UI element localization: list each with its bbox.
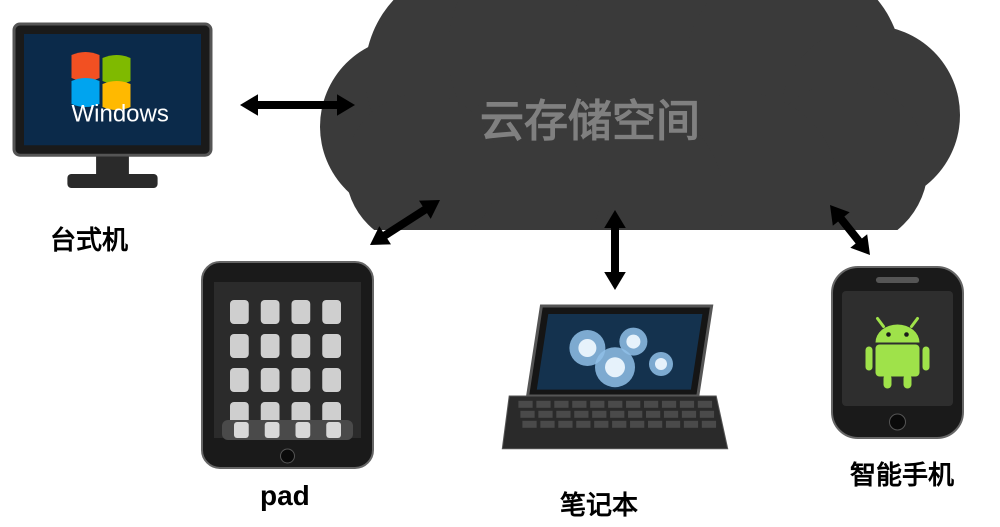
arrow-phone-cloud xyxy=(840,218,860,243)
arrow-pad-cloud xyxy=(384,209,427,236)
connection-arrows xyxy=(0,0,1000,527)
